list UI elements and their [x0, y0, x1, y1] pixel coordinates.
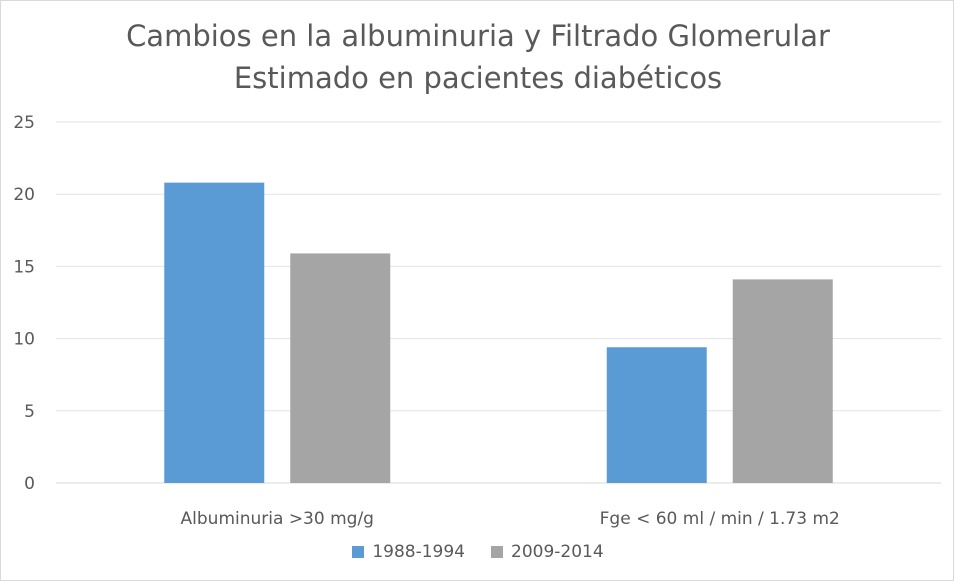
- x-category-label: Albuminuria >30 mg/g: [181, 509, 374, 529]
- bar: [732, 279, 833, 483]
- legend-swatch-series-1: [352, 546, 365, 558]
- y-tick-label: 25: [13, 113, 35, 133]
- bar: [164, 182, 265, 483]
- bar: [290, 253, 391, 483]
- y-tick-label: 5: [24, 402, 35, 422]
- chart-title: Cambios en la albuminuria y Filtrado Glo…: [1, 15, 954, 99]
- x-category-label: Fge < 60 ml / min / 1.73 m2: [600, 509, 840, 529]
- y-tick-label: 15: [13, 257, 35, 277]
- legend-item-series-1: 1988-1994: [352, 542, 465, 562]
- chart-title-line-1: Cambios en la albuminuria y Filtrado Glo…: [126, 19, 830, 53]
- y-tick-label: 20: [13, 185, 35, 205]
- legend-label-series-1: 1988-1994: [372, 542, 465, 562]
- y-tick-label: 0: [24, 474, 35, 494]
- chart-title-line-2: Estimado en pacientes diabéticos: [233, 61, 723, 95]
- bar: [606, 347, 707, 483]
- legend-label-series-2: 2009-2014: [511, 542, 604, 562]
- y-tick-label: 10: [13, 330, 35, 350]
- legend-item-series-2: 2009-2014: [491, 542, 604, 562]
- chart-legend: 1988-1994 2009-2014: [1, 542, 954, 562]
- legend-swatch-series-2: [491, 546, 503, 558]
